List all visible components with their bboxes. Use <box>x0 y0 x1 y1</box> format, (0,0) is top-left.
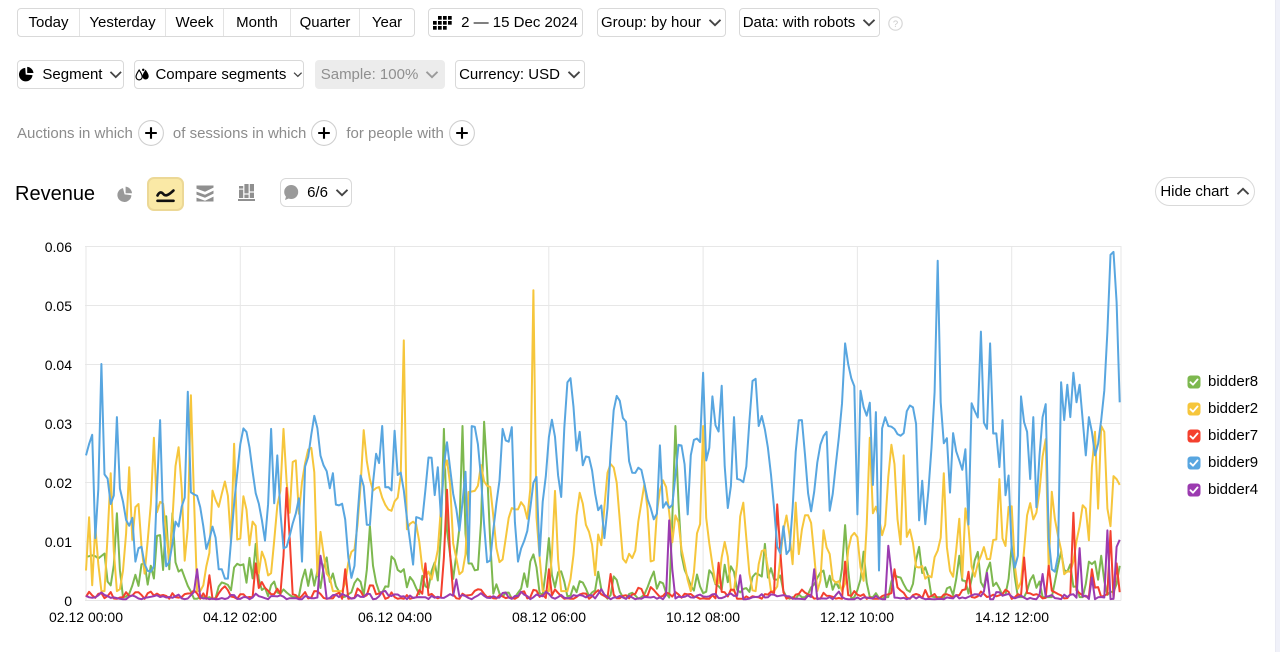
svg-text:?: ? <box>893 19 898 30</box>
